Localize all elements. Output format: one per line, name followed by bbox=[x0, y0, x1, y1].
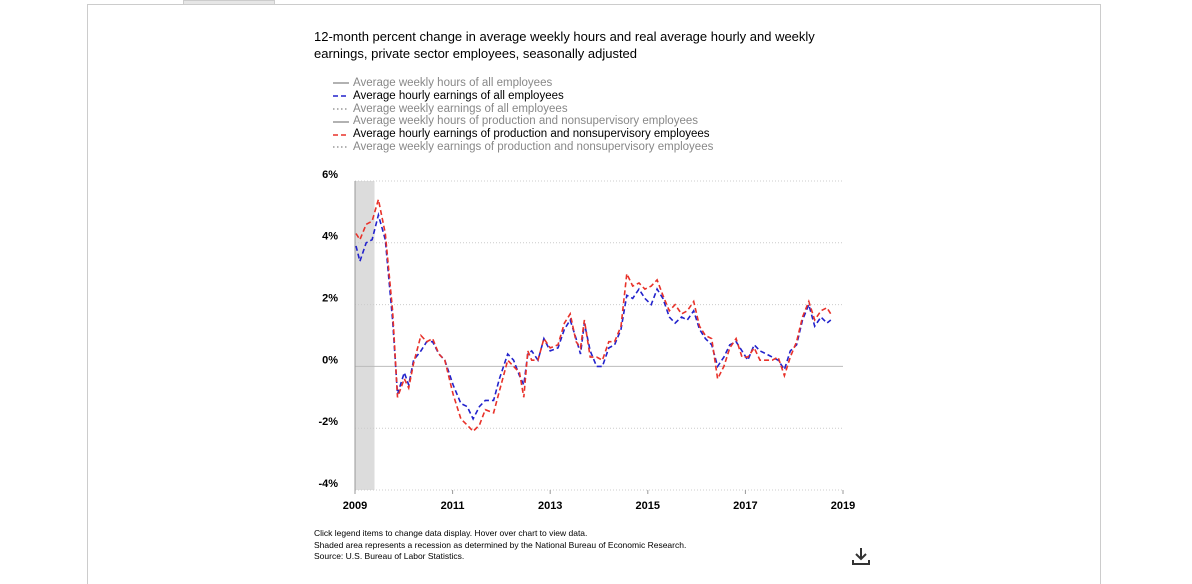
chart: -4% -2% 0% 2% 4% 6% 2009 2011 2013 2015 2017 2019 bbox=[318, 169, 855, 512]
legend-item[interactable]: Average weekly hours of all employees bbox=[332, 77, 713, 90]
series-line bbox=[355, 199, 832, 433]
frame bbox=[87, 4, 1101, 584]
y-tick-label: 4% bbox=[322, 231, 338, 243]
legend-item[interactable]: Average hourly earnings of all employees bbox=[332, 90, 713, 103]
y-tick-label: 0% bbox=[322, 354, 338, 366]
legend-swatch bbox=[333, 121, 349, 123]
y-tick-label: 6% bbox=[322, 169, 338, 181]
legend-swatch bbox=[333, 146, 349, 149]
legend-label[interactable]: Average weekly earnings of all employees bbox=[353, 102, 568, 115]
note: Click legend items to change data displa… bbox=[314, 528, 588, 538]
legend-item[interactable]: Average weekly earnings of production an… bbox=[332, 141, 713, 154]
notes: Click legend items to change data displa… bbox=[314, 528, 686, 563]
legend-item[interactable]: Average weekly hours of production and n… bbox=[332, 115, 713, 128]
x-tick-label: 2015 bbox=[636, 500, 660, 512]
legend-label[interactable]: Average weekly earnings of production an… bbox=[353, 140, 714, 153]
legend-swatch bbox=[333, 133, 349, 136]
legend-label[interactable]: Average hourly earnings of all employees bbox=[353, 89, 564, 102]
x-tick-label: 2017 bbox=[733, 500, 757, 512]
download-icon[interactable] bbox=[851, 546, 871, 566]
x-tick-label: 2019 bbox=[831, 500, 855, 512]
y-tick-label: -2% bbox=[318, 416, 338, 428]
note: Source: U.S. Bureau of Labor Statistics. bbox=[314, 551, 465, 561]
legend-item[interactable]: Average weekly earnings of all employees bbox=[332, 103, 713, 116]
legend-label[interactable]: Average hourly earnings of production an… bbox=[353, 128, 710, 141]
legend-swatch bbox=[333, 82, 349, 85]
legend-item[interactable]: Average hourly earnings of production an… bbox=[332, 128, 713, 141]
legend-label[interactable]: Average weekly hours of all employees bbox=[353, 77, 553, 89]
page: 12-month percent change in average weekl… bbox=[87, 0, 1101, 584]
chart-title: 12-month percent change in average weekl… bbox=[314, 29, 815, 61]
legend: Average weekly hours of all employees Ave… bbox=[332, 77, 713, 154]
x-tick-label: 2009 bbox=[343, 500, 367, 512]
y-tick-label: 2% bbox=[322, 293, 338, 305]
legend-swatch bbox=[333, 108, 349, 110]
y-tick-label: -4% bbox=[318, 478, 338, 490]
x-tick-label: 2011 bbox=[441, 500, 465, 512]
legend-swatch bbox=[333, 95, 349, 97]
tab[interactable] bbox=[183, 0, 275, 4]
note: Shaded area represents a recession as de… bbox=[314, 539, 687, 550]
legend-label[interactable]: Average weekly hours of production and n… bbox=[353, 115, 698, 128]
x-tick-label: 2013 bbox=[538, 500, 562, 512]
series-line bbox=[355, 211, 832, 421]
